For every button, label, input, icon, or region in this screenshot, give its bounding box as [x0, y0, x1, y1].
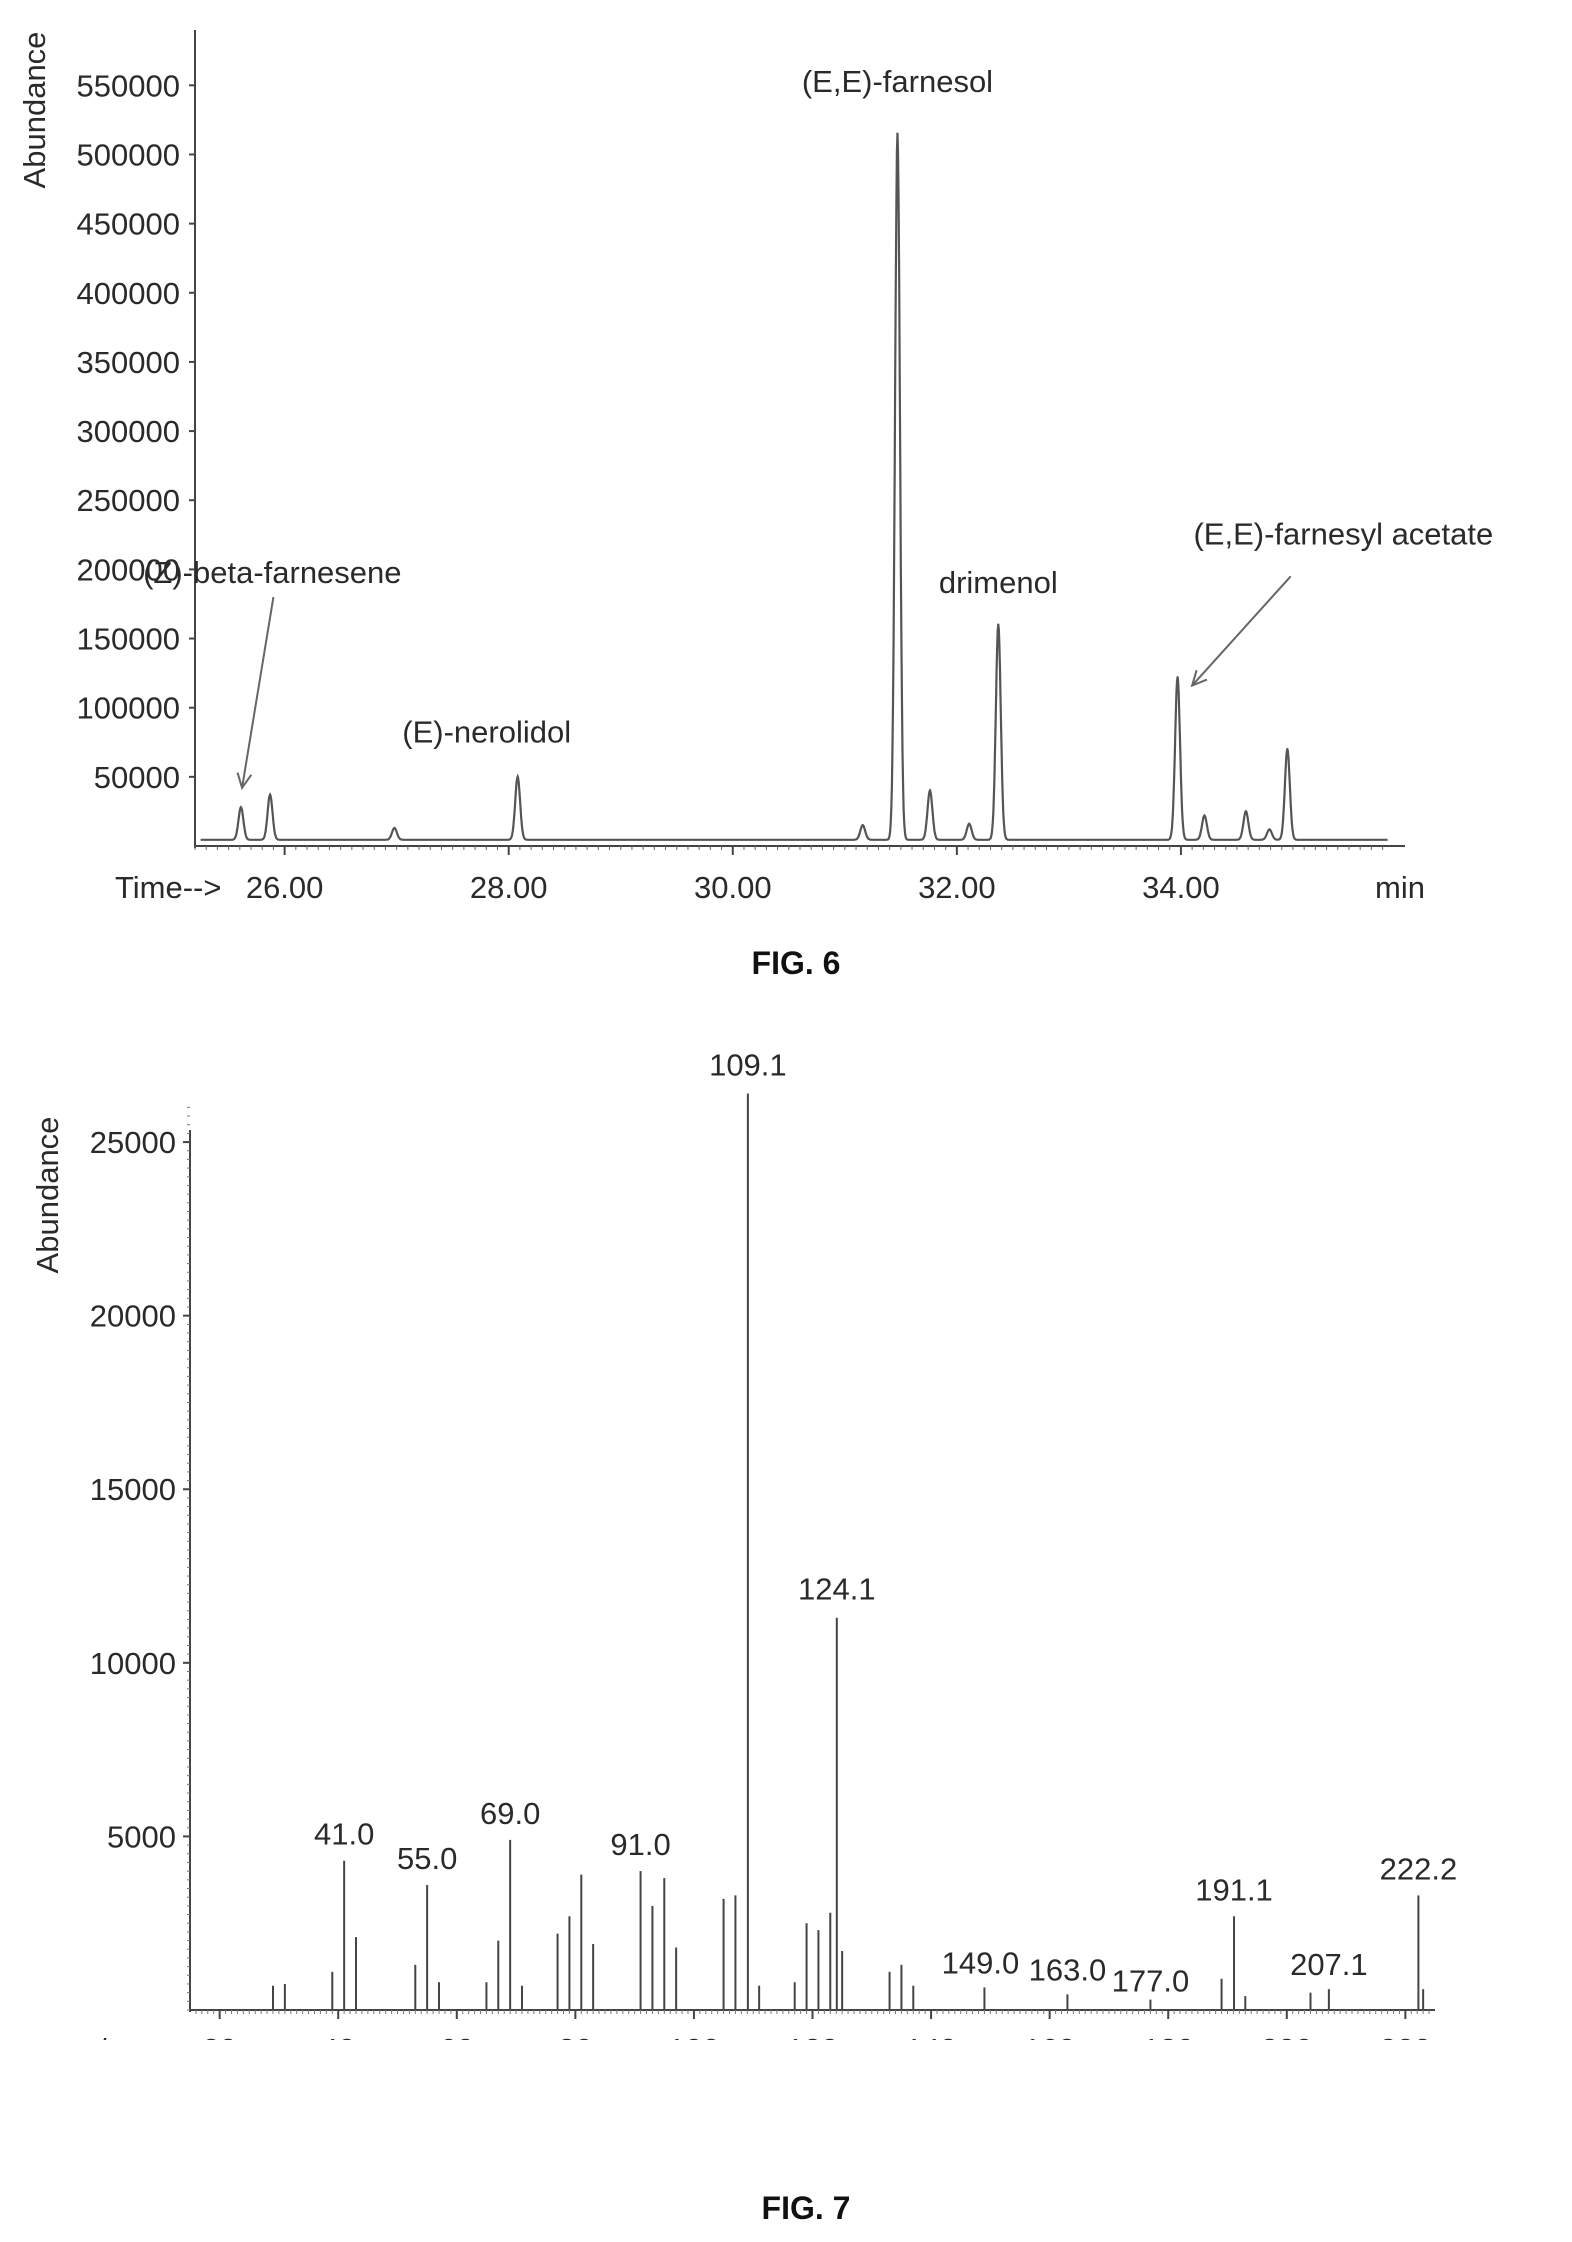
- fig6-arrow-head: [236, 772, 253, 791]
- fig7-peak-label: 69.0: [480, 1796, 540, 1831]
- fig6-peak-apex: [967, 822, 971, 826]
- fig6-x-axis-prefix: Time-->: [115, 870, 222, 905]
- fig7-peak-label: 55.0: [397, 1841, 457, 1876]
- fig7-x-tick-label: 100: [668, 2032, 720, 2040]
- fig6-peak-apex: [861, 824, 864, 827]
- fig6-x-tick-label: 28.00: [470, 870, 548, 905]
- fig7-peak-label: 149.0: [942, 1945, 1020, 1980]
- fig7-y-tick-label: 5000: [107, 1819, 176, 1854]
- fig6-trace-line: [200, 133, 1388, 841]
- fig6-peak-annotation: (E)-nerolidol: [402, 714, 571, 749]
- fig6-peak-apex: [1176, 676, 1179, 679]
- fig7-peak-label: 177.0: [1112, 1964, 1190, 1999]
- fig6-y-tick-label: 150000: [77, 622, 180, 657]
- fig7-y-tick-label: 25000: [90, 1125, 176, 1160]
- fig6-peak-apex: [1203, 814, 1206, 817]
- fig7-peak-label: 109.1: [709, 1047, 787, 1082]
- fig6-peak-apex: [896, 132, 899, 135]
- fig6-peak-apex: [1286, 747, 1289, 751]
- fig7-x-tick-label: 160: [1024, 2032, 1076, 2040]
- fig6-peak-apex: [928, 789, 932, 792]
- fig6-y-tick-label: 200000: [77, 552, 180, 587]
- fig7-peak-label: 124.1: [798, 1572, 876, 1607]
- fig7-x-tick-label: 60: [440, 2032, 474, 2040]
- fig6-caption: FIG. 6: [751, 945, 841, 981]
- fig7-x-tick-label: 40: [321, 2032, 355, 2040]
- fig7-caption: FIG. 7: [761, 2190, 851, 2226]
- fig6-y-tick-label: 350000: [77, 345, 180, 380]
- fig6-x-tick-label: 30.00: [694, 870, 772, 905]
- fig7-x-tick-label: 220: [1379, 2032, 1431, 2040]
- fig6-y-tick-label: 550000: [77, 68, 180, 103]
- fig6-x-tick-label: 32.00: [918, 870, 996, 905]
- fig7-x-tick-label: 120: [787, 2032, 839, 2040]
- fig7-y-axis-title: Abundance: [30, 1117, 65, 1274]
- fig6-peak-apex: [393, 826, 396, 830]
- fig7-peak-label: 41.0: [314, 1817, 374, 1852]
- fig6-y-tick-label: 300000: [77, 414, 180, 449]
- fig7-x-tick-label: 200: [1261, 2032, 1313, 2040]
- fig6-peak-apex: [1244, 810, 1248, 813]
- fig7-x-tick-label: 140: [905, 2032, 957, 2040]
- fig6-annotation-arrow: [1191, 575, 1292, 687]
- fig6-x-tick-label: 34.00: [1142, 870, 1220, 905]
- fig6-y-tick-label: 400000: [77, 276, 180, 311]
- fig6-x-axis-unit: min: [1375, 870, 1425, 905]
- fig7-y-tick-label: 20000: [90, 1299, 176, 1334]
- fig6-y-tick-label: 450000: [77, 207, 180, 242]
- fig6-peak-apex: [1268, 828, 1271, 831]
- fig6-y-tick-label: 250000: [77, 483, 180, 518]
- fig7-x-tick-label: 180: [1142, 2032, 1194, 2040]
- fig6-peak-apex: [268, 793, 272, 797]
- fig6-peak-annotation: (Z)-beta-farnesene: [143, 555, 401, 590]
- fig7-peak-label: 191.1: [1195, 1872, 1273, 1907]
- fig6-peak-annotation: drimenol: [939, 565, 1058, 600]
- fig6-y-axis-title: Abundance: [17, 32, 52, 189]
- fig6-y-tick-label: 50000: [94, 760, 180, 795]
- fig6-peak-annotation: (E,E)-farnesyl acetate: [1193, 516, 1493, 551]
- fig6-peak-apex: [239, 806, 243, 809]
- fig7-y-tick-label: 15000: [90, 1472, 176, 1507]
- fig6-y-tick-label: 500000: [77, 137, 180, 172]
- fig7-x-tick-label: 80: [558, 2032, 592, 2040]
- fig7-peak-label: 91.0: [610, 1827, 670, 1862]
- fig7-peak-label: 222.2: [1380, 1851, 1458, 1886]
- fig6-arrow-head: [1190, 669, 1208, 688]
- fig6-y-tick-label: 100000: [77, 691, 180, 726]
- fig7-mass-spectrum: Abundance 5000 10000 15000 20000 25000 20 40 60 8…: [30, 1047, 1458, 2040]
- fig6-annotation-arrow: [241, 596, 275, 789]
- fig7-x-tick-label: 20: [202, 2032, 236, 2040]
- fig7-peak-label: 163.0: [1029, 1952, 1107, 1987]
- fig7-peak-label: 207.1: [1290, 1947, 1368, 1982]
- fig6-peak-annotation: (E,E)-farnesol: [802, 64, 993, 99]
- fig6-x-tick-label: 26.00: [246, 870, 324, 905]
- fig6-chromatogram: Abundance 50000 100000 150000 200000 250000 30…: [17, 30, 1493, 905]
- fig7-y-tick-label: 10000: [90, 1646, 176, 1681]
- fig7-x-axis-prefix: m/z-->: [72, 2032, 161, 2040]
- fig6-peak-apex: [516, 775, 519, 779]
- fig6-peak-apex: [997, 623, 1000, 626]
